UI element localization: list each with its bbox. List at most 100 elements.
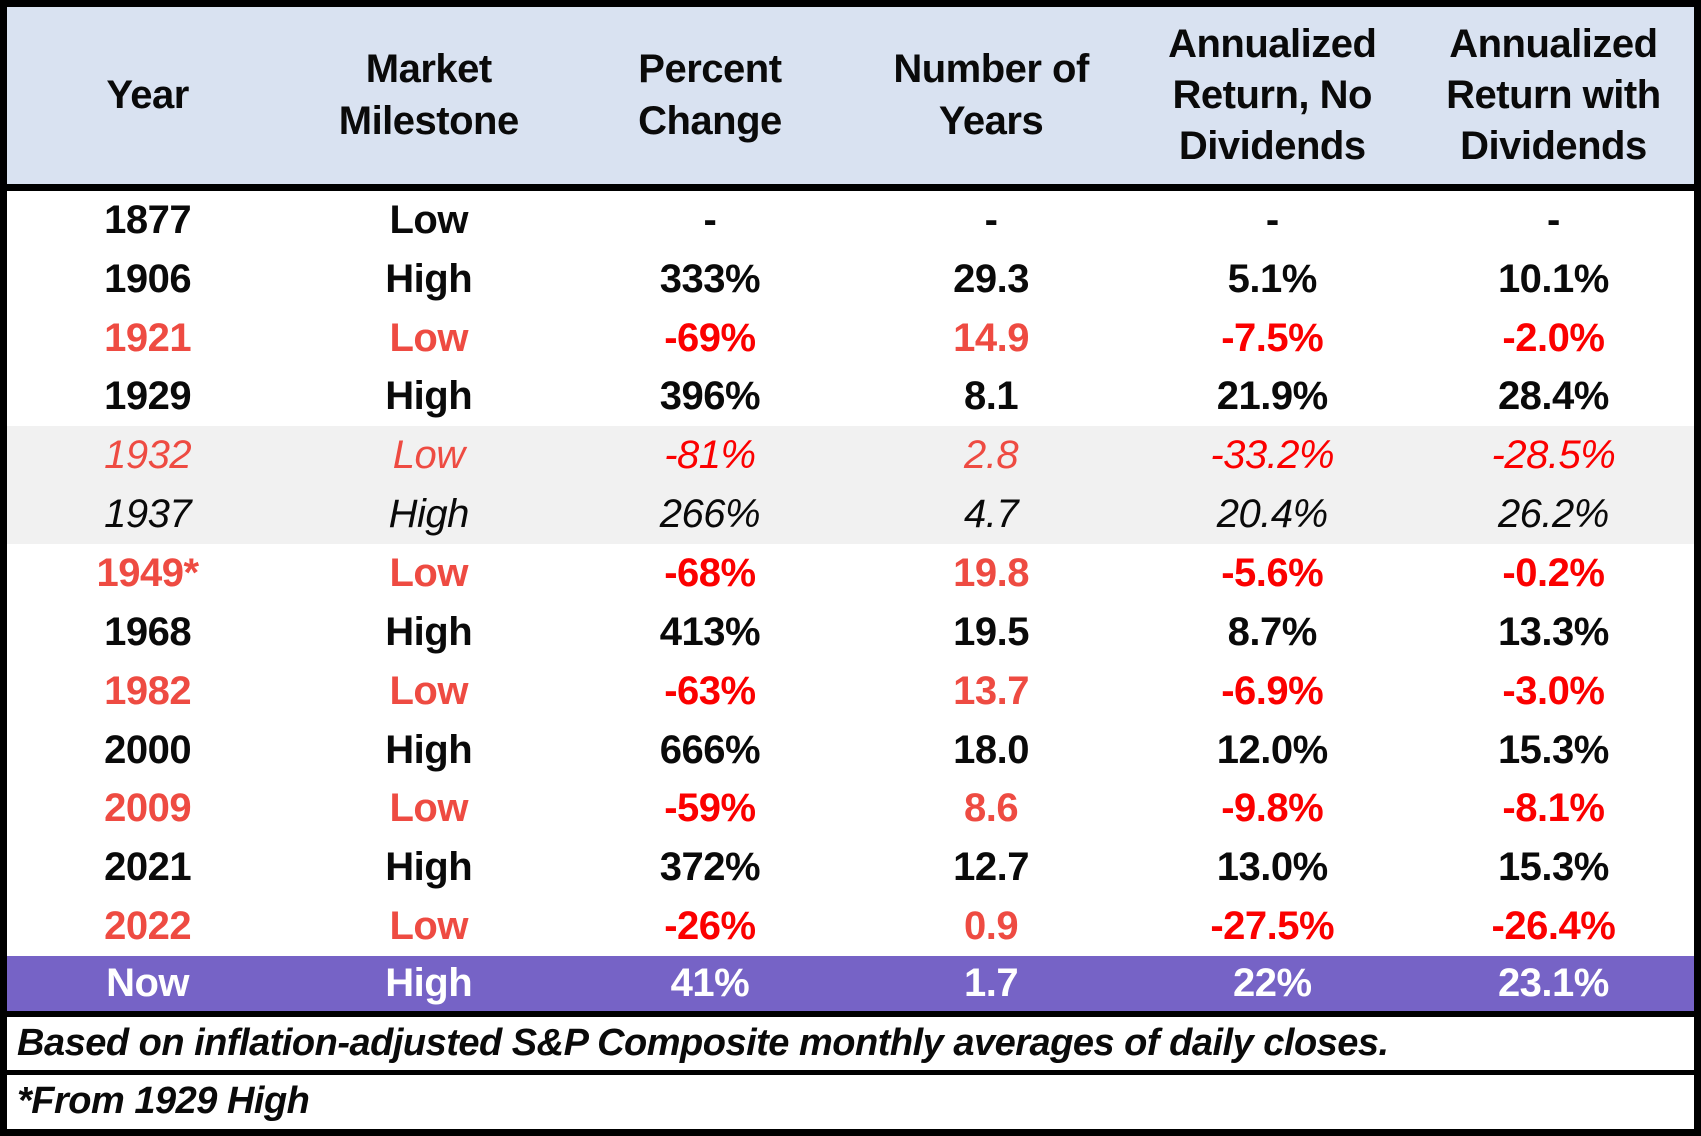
cell-year: 1932: [104, 433, 192, 478]
cell-number-of-years: 12.7: [953, 845, 1029, 890]
cell-percent-change: -59%: [664, 786, 756, 831]
table-row: 1877 Low - - - -: [7, 191, 1694, 250]
cell-year: 1937: [104, 492, 192, 537]
cell-market-milestone: High: [385, 256, 473, 301]
cell-annualized-return-with-dividends: -8.1%: [1502, 786, 1605, 831]
cell-number-of-years: -: [984, 197, 998, 242]
cell-market-milestone: High: [385, 374, 473, 419]
cell-number-of-years: 29.3: [953, 256, 1029, 301]
cell-market-milestone: Low: [389, 197, 469, 242]
cell-annualized-return-with-dividends: 28.4%: [1497, 374, 1609, 419]
cell-market-milestone: Low: [389, 786, 469, 831]
cell-year: 1982: [104, 668, 192, 713]
cell-annualized-return-no-dividends: 13.0%: [1216, 845, 1328, 890]
cell-percent-change: 333%: [659, 256, 761, 301]
cell-annualized-return-with-dividends: -28.5%: [1491, 433, 1616, 478]
cell-annualized-return-with-dividends: -26.4%: [1491, 904, 1616, 949]
table-row: 1937 High 266% 4.7 20.4% 26.2%: [7, 485, 1694, 545]
cell-market-milestone: Low: [389, 904, 469, 949]
cell-year: 2000: [104, 727, 192, 772]
cell-percent-change: 41%: [670, 960, 750, 1005]
column-header-market-milestone: Market Milestone: [338, 47, 519, 143]
table-row: 2000 High 666% 18.0 12.0% 15.3%: [7, 721, 1694, 780]
cell-percent-change: -63%: [664, 668, 756, 713]
table-row: 1982 Low -63% 13.7 -6.9% -3.0%: [7, 662, 1694, 721]
table-row: 1929 High 396% 8.1 21.9% 28.4%: [7, 368, 1694, 427]
cell-year: 2022: [104, 904, 192, 949]
table-row: 1949* Low -68% 19.8 -5.6% -0.2%: [7, 544, 1694, 603]
cell-number-of-years: 13.7: [953, 668, 1029, 713]
cell-annualized-return-no-dividends: 5.1%: [1227, 256, 1318, 301]
column-header-year: Year: [106, 72, 189, 117]
cell-percent-change: -: [703, 197, 717, 242]
table-row: 1921 Low -69% 14.9 -7.5% -2.0%: [7, 309, 1694, 368]
cell-annualized-return-with-dividends: 15.3%: [1497, 727, 1609, 772]
table-row: 1906 High 333% 29.3 5.1% 10.1%: [7, 250, 1694, 309]
cell-number-of-years: 19.8: [953, 550, 1029, 595]
cell-market-milestone: Low: [389, 550, 469, 595]
cell-number-of-years: 19.5: [953, 609, 1029, 654]
cell-annualized-return-no-dividends: -7.5%: [1221, 315, 1324, 360]
column-header-number-of-years: Number of Years: [893, 47, 1089, 143]
cell-year: 1877: [104, 197, 192, 242]
cell-year: 2009: [104, 786, 192, 831]
cell-year: 1921: [104, 315, 192, 360]
cell-percent-change: 372%: [659, 845, 761, 890]
cell-percent-change: 666%: [659, 727, 761, 772]
cell-number-of-years: 18.0: [953, 727, 1029, 772]
column-header-annualized-return-no-dividends: Annualized Return, No Dividends: [1168, 21, 1377, 169]
cell-market-milestone: High: [385, 609, 473, 654]
cell-annualized-return-with-dividends: -2.0%: [1502, 315, 1605, 360]
footnote-source: Based on inflation-adjusted S&P Composit…: [7, 1010, 1694, 1070]
cell-annualized-return-no-dividends: 21.9%: [1216, 374, 1328, 419]
cell-annualized-return-no-dividends: -27.5%: [1210, 904, 1335, 949]
column-header-percent-change: Percent Change: [638, 47, 782, 143]
cell-year: 1968: [104, 609, 192, 654]
table-row: 2022 Low -26% 0.9 -27.5% -26.4%: [7, 897, 1694, 956]
cell-percent-change: 396%: [659, 374, 761, 419]
cell-number-of-years: 8.1: [964, 374, 1019, 419]
cell-annualized-return-with-dividends: -3.0%: [1502, 668, 1605, 713]
cell-market-milestone: Low: [392, 433, 465, 478]
cell-market-milestone: Low: [389, 668, 469, 713]
cell-number-of-years: 4.7: [964, 492, 1019, 537]
cell-year: 1949*: [96, 550, 200, 595]
cell-year: 1906: [104, 256, 192, 301]
cell-annualized-return-no-dividends: -9.8%: [1221, 786, 1324, 831]
cell-year: 2021: [104, 845, 192, 890]
cell-percent-change: -69%: [664, 315, 756, 360]
cell-percent-change: 413%: [659, 609, 761, 654]
cell-number-of-years: 2.8: [964, 433, 1019, 478]
cell-annualized-return-no-dividends: -33.2%: [1210, 433, 1335, 478]
footnote-asterisk: *From 1929 High: [7, 1069, 1694, 1129]
table-row: 1968 High 413% 19.5 8.7% 13.3%: [7, 603, 1694, 662]
cell-annualized-return-no-dividends: 22%: [1232, 960, 1312, 1005]
cell-number-of-years: 8.6: [964, 786, 1019, 831]
cell-annualized-return-no-dividends: 12.0%: [1216, 727, 1328, 772]
cell-percent-change: -68%: [664, 550, 756, 595]
cell-year: 1929: [104, 374, 192, 419]
cell-percent-change: -81%: [664, 433, 756, 478]
table-row: 2021 High 372% 12.7 13.0% 15.3%: [7, 838, 1694, 897]
table-row: 1932 Low -81% 2.8 -33.2% -28.5%: [7, 426, 1694, 486]
cell-number-of-years: 14.9: [953, 315, 1029, 360]
cell-annualized-return-with-dividends: 10.1%: [1497, 256, 1609, 301]
table-body: 1877 Low - - - - 1906 High 333% 29.3 5.1% 10.1% 1921…: [7, 191, 1694, 1011]
cell-market-milestone: High: [385, 845, 473, 890]
cell-number-of-years: 0.9: [964, 904, 1019, 949]
cell-annualized-return-no-dividends: -6.9%: [1221, 668, 1324, 713]
cell-market-milestone: High: [385, 727, 473, 772]
cell-annualized-return-no-dividends: -: [1265, 197, 1279, 242]
column-header-annualized-return-with-dividends: Annualized Return with Dividends: [1446, 21, 1661, 169]
cell-annualized-return-with-dividends: -0.2%: [1502, 550, 1605, 595]
cell-annualized-return-no-dividends: 8.7%: [1227, 609, 1318, 654]
cell-number-of-years: 1.7: [964, 960, 1019, 1005]
cell-percent-change: -26%: [664, 904, 756, 949]
cell-annualized-return-no-dividends: -5.6%: [1221, 550, 1324, 595]
cell-annualized-return-with-dividends: 23.1%: [1497, 960, 1609, 1005]
table-row-current-highlight: Now High 41% 1.7 22% 23.1%: [7, 955, 1694, 1011]
table-row: 2009 Low -59% 8.6 -9.8% -8.1%: [7, 779, 1694, 838]
cell-annualized-return-with-dividends: 15.3%: [1497, 845, 1609, 890]
cell-market-milestone: High: [388, 492, 470, 537]
